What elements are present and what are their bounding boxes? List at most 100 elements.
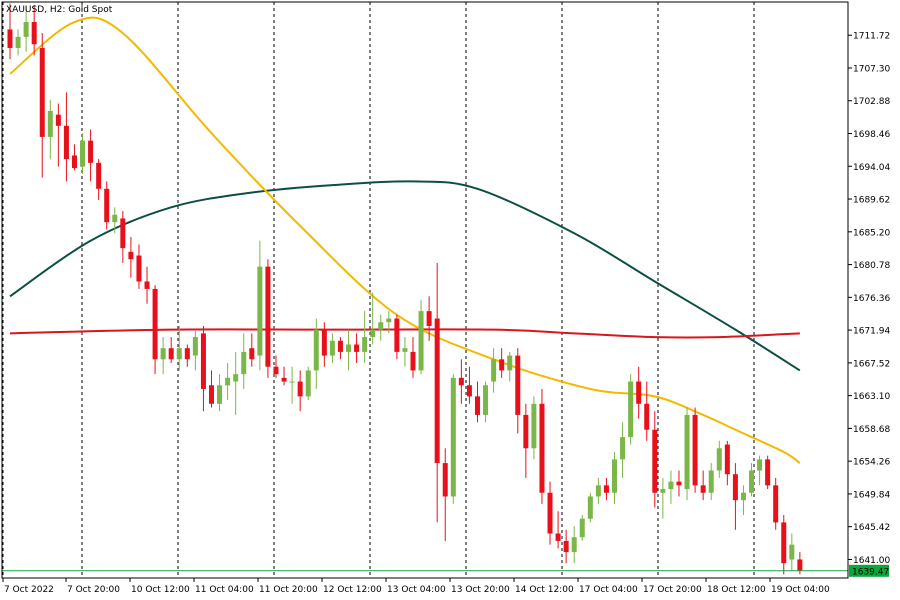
x-tick-label: 14 Oct 12:00 (515, 585, 574, 595)
candle-body-bear (636, 381, 642, 404)
y-tick-label: 1654.26 (853, 458, 890, 468)
candle-body-bull (289, 381, 295, 383)
candle-body-bull (160, 348, 166, 360)
candle-body-bear (209, 385, 214, 404)
candle-body-bear (200, 333, 206, 389)
candle-body-bull (620, 437, 626, 460)
candle-body-bear (555, 533, 561, 541)
moving-average-slow-line (9, 328, 800, 339)
candle-body-bear (724, 444, 730, 475)
y-tick-label: 1671.94 (853, 327, 890, 337)
candle-body-bull (450, 377, 456, 497)
candle-body-bear (732, 474, 738, 501)
current-price-tag (849, 564, 889, 577)
x-tick-label: 17 Oct 04:00 (579, 585, 638, 595)
x-axis: 7 Oct 2022 7 Oct 20:00 10 Oct 12:00 11 Oct … (2, 578, 830, 595)
candle-body-bear (603, 485, 609, 493)
y-tick-label: 1702.88 (853, 97, 890, 107)
candle-body-bear (676, 481, 682, 486)
candle-body-bull (740, 492, 746, 501)
x-tick-label: 11 Oct 04:00 (195, 585, 254, 595)
candle-body-bear (265, 266, 271, 367)
candle-body-bear (644, 403, 650, 430)
current-price-label: 1639.47 (852, 567, 889, 577)
candle-body-bear (273, 366, 279, 375)
candle-body-bull (80, 140, 86, 167)
candle-body-bull (225, 377, 231, 386)
candle-body-bear (128, 251, 134, 260)
candle-body-bear (797, 559, 803, 571)
candle-body-bear (281, 377, 287, 382)
candle-body-bull (313, 329, 319, 371)
candle-body-bear (96, 162, 102, 189)
candle-body-bull (241, 351, 247, 375)
x-tick-label: 7 Oct 20:00 (67, 585, 120, 595)
candle-body-bear (31, 22, 37, 45)
y-tick-label: 1676.36 (853, 294, 890, 304)
candle-body-bear (499, 359, 505, 371)
candle-body-bear (700, 485, 706, 493)
candle-body-bear (466, 385, 472, 397)
candle-body-bull (378, 322, 384, 330)
x-tick-label: 10 Oct 12:00 (131, 585, 190, 595)
y-tick-label: 1711.72 (853, 32, 890, 42)
y-tick-label: 1698.46 (853, 130, 890, 140)
y-tick-label: 1680.78 (853, 261, 890, 271)
x-tick-label: 12 Oct 12:00 (323, 585, 382, 595)
candle-body-bull (418, 311, 424, 371)
candle-body-bull (571, 537, 577, 553)
candle-body-bear (152, 288, 158, 360)
x-tick-label: 17 Oct 20:00 (643, 585, 702, 595)
candle-body-bull (757, 459, 763, 471)
moving-average-mid-line (9, 180, 801, 372)
candle-body-bull (579, 518, 585, 538)
x-tick-label: 7 Oct 2022 (4, 585, 54, 595)
candle-body-bear (104, 188, 110, 223)
x-tick-label: 13 Oct 04:00 (387, 585, 446, 595)
candle-body-bear (88, 140, 94, 163)
candle-body-bear (563, 540, 569, 553)
y-tick-label: 1667.52 (853, 359, 890, 369)
candle-layer (7, 3, 803, 575)
y-tick-label: 1694.04 (853, 163, 890, 173)
y-tick-label: 1689.62 (853, 196, 890, 206)
x-tick-label: 18 Oct 12:00 (707, 585, 766, 595)
y-tick-label: 1707.30 (853, 64, 890, 74)
candle-body-bear (765, 459, 771, 486)
candle-body-bear (773, 485, 779, 523)
y-tick-label: 1663.10 (853, 392, 890, 402)
candle-body-bull (483, 385, 489, 415)
y-tick-label: 1645.42 (853, 523, 890, 533)
candle-body-bull (789, 544, 795, 560)
candle-body-bear (354, 344, 360, 352)
moving-average-layer (9, 16, 801, 464)
candle-body-bull (305, 370, 311, 397)
candle-body-bear (120, 218, 126, 249)
candle-body-bear (7, 29, 13, 48)
candle-body-bear (39, 47, 45, 137)
candle-body-bear (321, 329, 327, 356)
y-tick-label: 1649.84 (853, 490, 890, 500)
candle-body-bear (394, 318, 400, 352)
candle-body-bull (708, 470, 714, 493)
y-tick-label: 1641.00 (853, 556, 890, 566)
x-tick-label: 11 Oct 20:00 (259, 585, 318, 595)
candle-body-bull (668, 481, 674, 490)
candle-body-bull (660, 489, 666, 493)
candle-body-bear (71, 155, 77, 169)
candle-body-bull (257, 266, 263, 356)
chart-title: XAUUSD, H2: Gold Spot (6, 5, 113, 15)
candle-body-bull (684, 414, 690, 490)
candle-body-bull (217, 385, 223, 404)
candle-body-bull (507, 355, 513, 371)
candle-body-bull (362, 337, 368, 352)
candle-body-bear (337, 340, 343, 352)
candle-body-bear (781, 522, 787, 564)
x-tick-label: 13 Oct 20:00 (451, 585, 510, 595)
candle-body-bull (23, 22, 29, 37)
candle-body-bear (184, 348, 190, 360)
candle-body-bull (612, 459, 617, 493)
candle-body-bear (539, 403, 545, 493)
candle-body-bear (136, 255, 142, 282)
candle-body-bear (55, 114, 61, 126)
